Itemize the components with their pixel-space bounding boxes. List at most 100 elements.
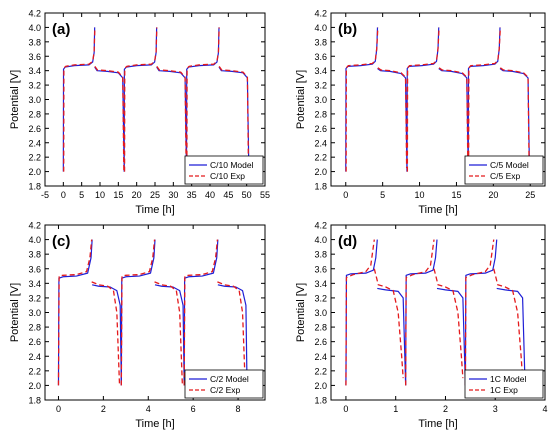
x-tick-label: 25 <box>525 190 535 200</box>
series-line-segment <box>57 239 93 386</box>
series-line-segment <box>406 27 440 172</box>
x-tick-label: 10 <box>415 190 425 200</box>
series-line-segment <box>217 281 246 386</box>
x-axis-label: Time [h] <box>135 418 174 430</box>
series-line-segment <box>183 239 219 386</box>
series-model <box>345 239 526 386</box>
y-tick-label: 2.2 <box>28 366 41 376</box>
series-line-segment <box>92 284 122 386</box>
series-line-segment <box>438 68 469 172</box>
x-tick-label: 40 <box>205 190 215 200</box>
series-line-segment <box>377 67 408 168</box>
y-axis-label: Potential [V] <box>9 70 21 129</box>
y-tick-label: 2.4 <box>314 352 327 362</box>
y-tick-label: 4.0 <box>314 23 327 33</box>
series-line-segment <box>496 287 526 386</box>
x-tick-label: 35 <box>187 190 197 200</box>
y-tick-label: 2.2 <box>314 153 327 163</box>
y-tick-label: 2.0 <box>28 381 41 391</box>
x-tick-label: 5 <box>79 190 84 200</box>
x-tick-label: 15 <box>113 190 123 200</box>
panel-label: (a) <box>52 21 70 38</box>
x-tick-label: 30 <box>168 190 178 200</box>
series-line-segment <box>94 66 125 172</box>
y-tick-label: 3.6 <box>314 264 327 274</box>
series-exp <box>345 239 524 386</box>
y-tick-label: 3.0 <box>314 308 327 318</box>
y-tick-label: 2.6 <box>28 124 41 134</box>
y-tick-label: 3.6 <box>314 52 327 62</box>
y-tick-label: 2.0 <box>28 167 41 177</box>
series-line-segment <box>406 27 440 172</box>
x-tick-label: 10 <box>95 190 105 200</box>
series-line-segment <box>123 27 158 172</box>
series-line-segment <box>345 239 375 386</box>
x-tick-label: 2 <box>443 404 448 414</box>
x-axis-label: Time [h] <box>418 418 457 430</box>
y-axis-label: Potential [V] <box>295 283 307 342</box>
series-line-segment <box>438 67 469 168</box>
y-tick-label: 3.0 <box>314 95 327 105</box>
y-tick-label: 4.0 <box>28 23 41 33</box>
x-axis-label: Time [h] <box>135 204 174 216</box>
y-tick-label: 1.8 <box>314 396 327 406</box>
legend-box <box>184 369 264 399</box>
series-line-segment <box>345 27 379 172</box>
y-tick-label: 4.2 <box>28 221 41 231</box>
y-tick-label: 3.8 <box>314 37 327 47</box>
series-line-segment <box>405 239 438 386</box>
series-exp <box>57 239 246 386</box>
y-tick-label: 3.6 <box>28 52 41 62</box>
legend-label: C/2 Model <box>210 374 249 384</box>
series-line-segment <box>493 268 524 379</box>
series-line-segment <box>120 239 156 386</box>
series-line-segment <box>464 239 495 386</box>
series-model <box>62 27 250 172</box>
y-tick-label: 3.4 <box>314 66 327 76</box>
y-tick-label: 2.4 <box>28 138 41 148</box>
y-tick-label: 4.2 <box>28 9 41 19</box>
series-line-segment <box>499 68 531 172</box>
y-tick-label: 2.6 <box>314 124 327 134</box>
y-tick-label: 2.6 <box>314 337 327 347</box>
x-tick-label: 45 <box>223 190 233 200</box>
legend-label: C/2 Exp <box>210 385 241 395</box>
y-tick-label: 2.2 <box>28 153 41 163</box>
legend-box <box>464 369 544 399</box>
x-tick-label: 0 <box>61 190 66 200</box>
y-tick-label: 3.8 <box>28 250 41 260</box>
series-line-segment <box>464 239 498 386</box>
x-tick-label: 4 <box>542 404 547 414</box>
y-tick-label: 3.0 <box>28 308 41 318</box>
series-line-segment <box>499 67 530 168</box>
y-tick-label: 2.0 <box>314 167 327 177</box>
series-exp <box>345 27 530 172</box>
x-tick-label: 1 <box>393 404 398 414</box>
legend-label: C/5 Model <box>490 160 529 170</box>
chart-panel-d: 1.8 2.0 2.2 2.4 2.6 2.8 3.0 3.2 3.4 3.6 3.8 4.0 4.2 0… <box>295 221 548 431</box>
series-line-segment <box>183 239 219 386</box>
series-line-segment <box>91 281 121 386</box>
series-line-segment <box>62 27 96 172</box>
series-line-segment <box>57 239 93 386</box>
series-line-segment <box>345 27 379 172</box>
y-axis-label: Potential [V] <box>9 283 21 342</box>
series-line-segment <box>345 239 378 386</box>
y-tick-label: 3.4 <box>28 279 41 289</box>
series-line-segment <box>94 65 125 171</box>
x-tick-label: 0 <box>343 190 348 200</box>
y-tick-label: 2.0 <box>314 381 327 391</box>
chart-panel-c: 1.8 2.0 2.2 2.4 2.6 2.8 3.0 3.2 3.4 3.6 3.8 4.0 4.2 0… <box>9 221 266 430</box>
x-tick-label: 0 <box>56 404 61 414</box>
x-tick-label: 20 <box>488 190 498 200</box>
series-line-segment <box>63 27 96 172</box>
y-tick-label: 2.8 <box>28 109 41 119</box>
y-tick-label: 2.4 <box>28 352 41 362</box>
series-exp <box>63 27 250 172</box>
y-tick-label: 1.8 <box>314 182 327 192</box>
y-tick-label: 2.6 <box>28 337 41 347</box>
y-tick-label: 1.8 <box>28 182 41 192</box>
